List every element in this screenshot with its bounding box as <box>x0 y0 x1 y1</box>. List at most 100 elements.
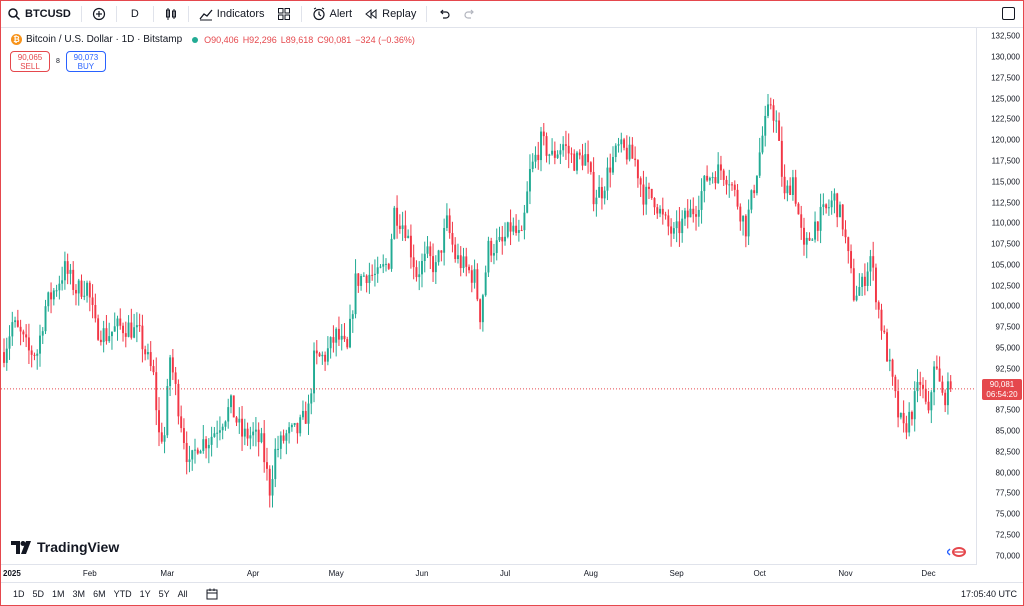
candle <box>266 447 268 481</box>
range-1y[interactable]: 1Y <box>139 589 151 599</box>
price-tick-label: 130,000 <box>991 52 1020 62</box>
candle <box>612 146 614 175</box>
candle <box>683 207 686 226</box>
time-tick-label: 2025 <box>3 569 21 578</box>
candle <box>847 236 850 264</box>
candle <box>880 303 883 340</box>
candle <box>177 379 180 425</box>
candle <box>418 261 421 291</box>
symbol-label: BTCUSD <box>25 8 71 20</box>
candle <box>8 325 11 360</box>
chart-legend: ₿ Bitcoin / U.S. Dollar · 1D · Bitstamp … <box>11 34 415 45</box>
candle <box>664 211 667 220</box>
scroll-to-realtime-icon[interactable] <box>947 546 967 558</box>
utc-clock[interactable]: 17:05:40 UTC <box>960 589 1017 599</box>
candle <box>296 422 299 444</box>
candle <box>836 192 839 228</box>
range-5y[interactable]: 5Y <box>158 589 170 599</box>
candle <box>667 209 670 236</box>
undo-icon <box>440 9 450 19</box>
candle <box>110 331 113 350</box>
range-1m[interactable]: 1M <box>52 589 65 599</box>
candle <box>794 169 797 207</box>
candle <box>346 336 349 350</box>
candle <box>708 176 711 186</box>
candle <box>661 197 664 225</box>
candle <box>631 137 634 159</box>
layouts-button[interactable] <box>271 1 297 28</box>
candle <box>445 203 448 232</box>
candle <box>791 169 794 201</box>
candle <box>645 176 648 215</box>
time-axis[interactable]: 2025 Feb Mar Apr May Jun Jul Aug Sep Oct Nov Dec <box>1 564 976 582</box>
candle <box>465 247 468 277</box>
candle <box>36 349 39 370</box>
replay-button[interactable]: Replay <box>358 1 422 28</box>
range-5d[interactable]: 5D <box>32 589 45 599</box>
compare-button[interactable] <box>86 1 112 28</box>
candle <box>526 181 529 214</box>
candle <box>83 280 86 301</box>
range-6m[interactable]: 6M <box>93 589 106 599</box>
candle <box>246 422 249 446</box>
candle <box>180 405 183 433</box>
redo-button[interactable] <box>457 1 483 28</box>
candle <box>86 280 89 303</box>
candle <box>736 184 739 210</box>
buy-button[interactable]: 90,073 BUY <box>65 51 106 72</box>
candle <box>672 222 675 239</box>
candle <box>44 299 47 335</box>
time-tick-label: Jun <box>415 569 429 578</box>
range-1d[interactable]: 1D <box>13 589 25 599</box>
range-3m[interactable]: 3M <box>72 589 86 599</box>
alert-label: Alert <box>329 8 353 20</box>
calendar-icon[interactable] <box>206 588 218 600</box>
candle <box>639 176 642 197</box>
candle <box>158 397 160 447</box>
candle <box>481 293 484 332</box>
candle <box>689 199 692 218</box>
range-ytd[interactable]: YTD <box>113 589 132 599</box>
range-all[interactable]: All <box>177 589 188 599</box>
candle <box>459 246 462 277</box>
candle <box>650 188 653 200</box>
price-chart[interactable] <box>1 28 976 564</box>
candle <box>808 232 811 241</box>
candle <box>135 312 138 343</box>
symbol-search[interactable]: BTCUSD <box>1 1 77 28</box>
candle <box>542 123 545 146</box>
candle <box>714 171 717 190</box>
candle <box>578 149 581 160</box>
candle <box>108 322 111 343</box>
candle <box>254 417 257 447</box>
candle <box>432 243 435 282</box>
candle <box>390 233 393 272</box>
candle <box>318 351 321 357</box>
sell-button[interactable]: 90,065 SELL <box>10 51 50 72</box>
candle <box>440 250 443 262</box>
candle <box>387 262 390 271</box>
price-axis[interactable]: 132,500 130,000 127,500 125,000 122,500 120,0… <box>976 28 1023 565</box>
candle <box>811 238 814 241</box>
candle <box>462 247 465 273</box>
interval-button[interactable]: D <box>121 1 149 28</box>
fullscreen-icon[interactable] <box>1002 7 1015 20</box>
candle <box>498 226 501 243</box>
candle <box>908 402 911 437</box>
alert-button[interactable]: Alert <box>306 1 359 28</box>
candle <box>675 210 678 243</box>
undo-button[interactable] <box>431 1 457 28</box>
candle <box>119 308 122 330</box>
candle <box>930 390 933 424</box>
indicators-button[interactable]: Indicators <box>193 1 271 28</box>
price-tick-label: 77,500 <box>995 488 1020 498</box>
candle <box>636 159 639 188</box>
candle <box>600 177 603 210</box>
candle <box>490 237 493 263</box>
last-price-value: 90,081 <box>989 379 1015 389</box>
candle <box>133 313 136 339</box>
chart-type-button[interactable] <box>158 1 184 28</box>
tradingview-logo[interactable]: TradingView <box>11 539 119 555</box>
candle <box>163 426 166 454</box>
candle <box>614 143 617 163</box>
